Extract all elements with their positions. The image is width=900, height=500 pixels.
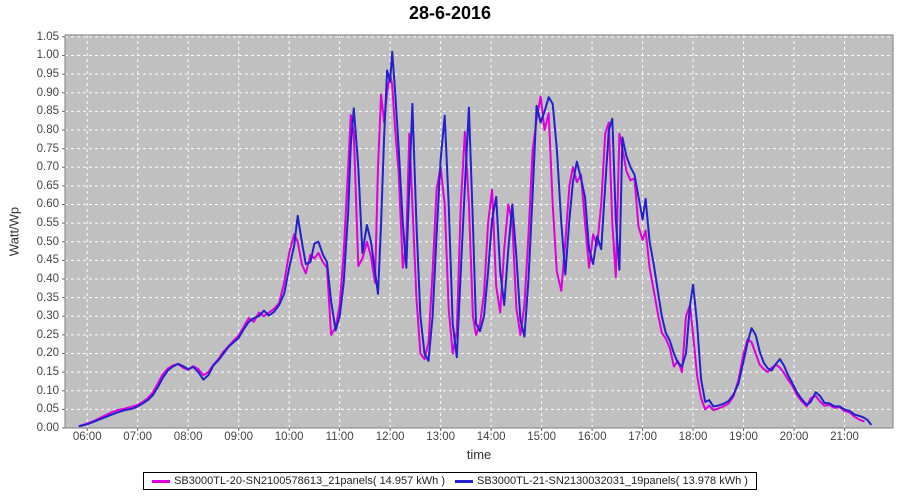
- y-tick-label: 0.45: [36, 254, 59, 267]
- x-tick-label: 11:00: [325, 431, 354, 443]
- y-tick-label: 0.00: [36, 422, 59, 434]
- x-tick-label: 07:00: [123, 431, 153, 443]
- x-tick-label: 13:00: [426, 431, 456, 443]
- y-tick-label: 0.85: [36, 105, 59, 118]
- y-tick-label: 0.35: [36, 291, 59, 304]
- series1-line-swatch: [152, 479, 171, 483]
- x-tick-label: 18:00: [678, 431, 708, 443]
- y-tick-label: 0.20: [36, 347, 59, 360]
- x-tick-label: 16:00: [577, 431, 607, 443]
- x-tick-label: 09:00: [224, 431, 254, 443]
- x-axis-title: time: [466, 447, 492, 462]
- legend-label-series1: SB3000TL-20-SN2100578613_21panels( 14.95…: [174, 475, 445, 487]
- y-axis-title: Watt/Wp: [6, 206, 22, 257]
- x-tick-label: 14:00: [476, 431, 506, 443]
- x-tick-label: 17:00: [628, 431, 657, 443]
- y-tick-label: 0.15: [36, 366, 59, 379]
- x-tick-label: 08:00: [173, 431, 203, 443]
- y-tick-label: 0.95: [36, 68, 59, 81]
- x-tick-label: 12:00: [375, 431, 405, 443]
- y-tick-label: 0.55: [36, 217, 59, 230]
- x-tick-label: 20:00: [779, 431, 809, 443]
- legend: SB3000TL-20-SN2100578613_21panels( 14.95…: [143, 472, 757, 490]
- series-line-2: [78, 50, 872, 428]
- legend-item-sb3000tl-20: SB3000TL-20-SN2100578613_21panels( 14.95…: [152, 475, 445, 487]
- x-tick-label: 21:00: [830, 431, 859, 443]
- x-tick-label: 06:00: [72, 431, 102, 443]
- y-tick-label: 0.70: [36, 161, 59, 174]
- y-tick-label: 0.05: [36, 403, 59, 416]
- y-tick-label: 0.10: [36, 384, 59, 397]
- legend-item-sb3000tl-21: SB3000TL-21-SN2130032031_19panels( 13.97…: [455, 475, 748, 487]
- y-tick-label: 0.60: [36, 198, 59, 211]
- legend-label-series2: SB3000TL-21-SN2130032031_19panels( 13.97…: [477, 475, 748, 487]
- y-tick-label: 0.25: [36, 328, 59, 341]
- y-tick-label: 0.75: [36, 142, 59, 155]
- x-tick-label: 10:00: [274, 431, 304, 443]
- chart-title: 28-6-2016: [408, 3, 492, 23]
- series2-line-swatch: [455, 479, 473, 483]
- series-line-1: [78, 73, 865, 428]
- y-tick-label: 1.00: [36, 49, 59, 62]
- y-tick-label: 0.50: [36, 235, 59, 248]
- legend-container: SB3000TL-20-SN2100578613_21panels( 14.95…: [0, 472, 900, 490]
- x-tick-label: 15:00: [527, 431, 556, 443]
- y-tick-label: 0.80: [36, 123, 59, 136]
- y-tick-label: 0.65: [36, 179, 59, 192]
- y-tick-label: 1.05: [36, 30, 59, 43]
- y-tick-label: 0.40: [36, 272, 59, 285]
- x-tick-label: 19:00: [729, 431, 758, 443]
- y-tick-label: 0.90: [36, 86, 59, 99]
- y-tick-label: 0.30: [36, 310, 59, 323]
